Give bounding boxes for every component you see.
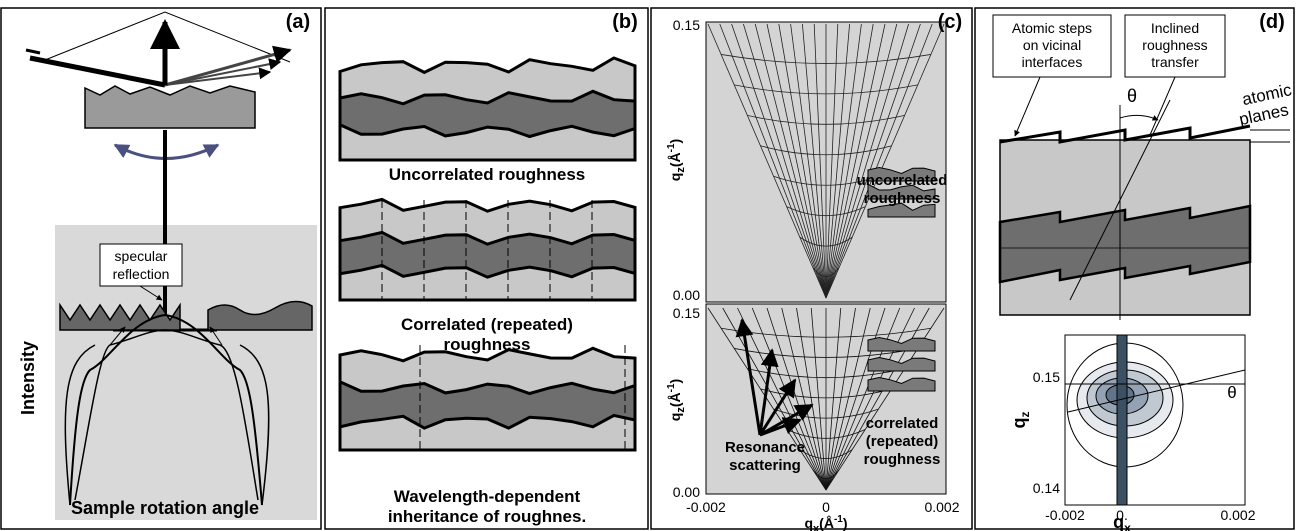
- figure: specular reflection (a) Intensity Sample…: [0, 0, 1296, 531]
- x-tick-label: -0.002: [1045, 507, 1085, 523]
- caption: roughness: [444, 335, 531, 354]
- axis-symbol: q: [804, 515, 813, 531]
- panel-b: (b) Uncorrelated roughness Correlated (r…: [325, 8, 648, 529]
- beam-break: [26, 50, 40, 53]
- axis-symbol: q: [667, 413, 683, 422]
- panel-a: specular reflection (a) Intensity Sample…: [1, 8, 321, 529]
- x-axis-label: qx: [1113, 512, 1131, 531]
- axis-unit: ): [667, 139, 683, 144]
- axis-symbol: q: [1009, 418, 1029, 429]
- axis-symbol: q: [1113, 512, 1124, 531]
- annotation: Resonance: [725, 439, 805, 456]
- y-tick-label: 0.00: [673, 484, 700, 500]
- panel-label: (d): [1259, 11, 1285, 33]
- y-tick-label: 0.15: [673, 17, 700, 33]
- annotation: scattering: [729, 457, 801, 474]
- reflected-beam: [165, 50, 290, 85]
- panel-c: (c) 0.15 0.00 0.15 0.00 -0.002 0 0.002 q…: [651, 8, 972, 531]
- y-axis-label: qz(Å-1): [666, 139, 687, 181]
- x-tick-label: -0.002: [686, 499, 726, 515]
- axis-unit: (Å: [667, 152, 683, 167]
- y-tick-label: 0.15: [1033, 369, 1060, 385]
- callout-text: Atomic steps: [1012, 20, 1092, 36]
- angle-label: θ: [1227, 383, 1236, 402]
- sample: [85, 86, 255, 128]
- y-axis-label: Intensity: [18, 341, 38, 415]
- angle-arc: [1120, 115, 1158, 120]
- incident-beam: [30, 58, 165, 85]
- axis-unit: ): [667, 379, 683, 384]
- y-tick-label: 0.14: [1033, 480, 1060, 496]
- x-tick-label: 0.002: [924, 499, 959, 515]
- y-tick-label: 0.15: [673, 305, 700, 321]
- x-tick-label: 0.002: [1220, 507, 1255, 523]
- plot-area: [55, 225, 317, 520]
- rough-inset: [60, 305, 180, 330]
- caption: Wavelength-dependent: [394, 487, 581, 506]
- axis-subscript: x: [1124, 521, 1131, 531]
- callout-pointer: [1150, 77, 1175, 135]
- inset-caption: correlated: [866, 415, 939, 432]
- caption: Correlated (repeated): [401, 315, 573, 334]
- inset-caption: roughness: [864, 190, 941, 207]
- panel-label: (c): [938, 11, 962, 33]
- axis-unit: (Å: [667, 392, 683, 407]
- caption: Uncorrelated roughness: [389, 165, 586, 184]
- x-tick-label: 0: [822, 499, 830, 515]
- panel-d: (d) θ Atomic steps on vicinal interfaces…: [975, 8, 1294, 531]
- callout-text: Inclined: [1151, 20, 1199, 36]
- inset-caption: uncorrelated: [857, 172, 948, 189]
- axis-symbol: q: [667, 173, 683, 182]
- callout-text: roughness: [1142, 37, 1207, 53]
- inset-caption: (repeated): [866, 433, 939, 450]
- caption: inheritance of roughnes.: [388, 507, 586, 526]
- inset-caption: roughness: [864, 451, 941, 468]
- axis-unit: (Å: [819, 515, 834, 531]
- dark-layer: [1000, 206, 1250, 282]
- callout-arrow: [1015, 77, 1040, 136]
- y-axis-label: qz: [1009, 412, 1032, 429]
- angle-label: θ: [1127, 86, 1137, 106]
- callout-text: transfer: [1151, 54, 1199, 70]
- panel-label: (b): [612, 11, 638, 33]
- callout-text: interfaces: [1022, 54, 1083, 70]
- callout-text: on vicinal: [1023, 37, 1081, 53]
- axis-subscript: z: [1018, 412, 1032, 418]
- y-tick-label: 0.00: [673, 287, 700, 303]
- axis-unit: ): [843, 515, 848, 531]
- specular-rod: [1117, 335, 1127, 505]
- callout-text: reflection: [113, 266, 170, 282]
- y-axis-label: qz(Å-1): [666, 379, 687, 421]
- panel-label: (a): [286, 11, 310, 33]
- callout-text: specular: [115, 248, 168, 264]
- x-axis-label: Sample rotation angle: [71, 498, 259, 518]
